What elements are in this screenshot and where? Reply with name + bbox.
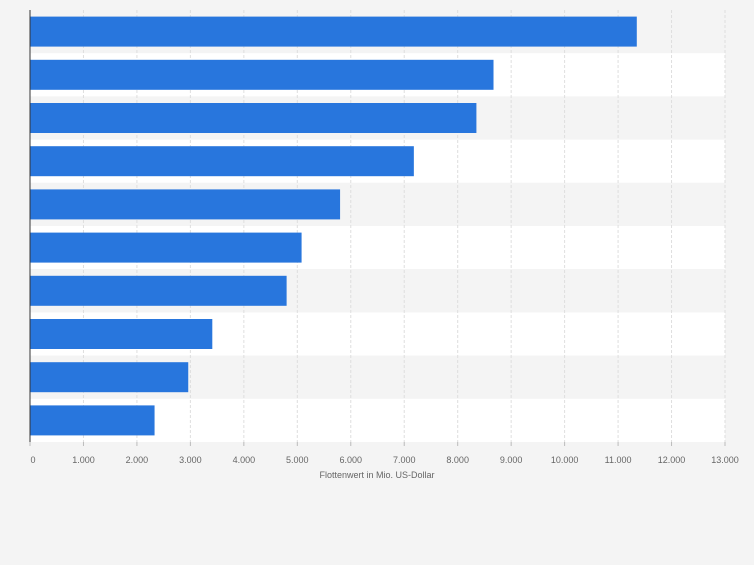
x-axis-label: Flottenwert in Mio. US-Dollar	[319, 470, 434, 480]
bar	[30, 232, 302, 263]
x-tick-label: 2.000	[126, 455, 149, 465]
bar	[30, 189, 341, 220]
bars	[30, 16, 637, 436]
bar	[30, 103, 477, 133]
x-tick-labels: 0 1.000 2.000 3.000 4.000 5.000 6.000 7.000 8.00…	[30, 455, 738, 465]
bar	[30, 275, 287, 306]
bar	[30, 362, 189, 393]
bar	[30, 319, 213, 349]
x-tick-label: 8.000	[446, 455, 469, 465]
x-tick-label: 13.000	[711, 455, 739, 465]
x-tick-label: 3.000	[179, 455, 202, 465]
x-tick-label: 0	[30, 455, 35, 465]
bar	[30, 405, 155, 436]
x-tick-label: 10.000	[551, 455, 579, 465]
x-tick-label: 9.000	[500, 455, 523, 465]
bar	[30, 59, 494, 90]
x-tick-label: 7.000	[393, 455, 416, 465]
x-tick-label: 4.000	[233, 455, 256, 465]
x-tick-label: 11.000	[605, 455, 632, 465]
x-tick-label: 1.000	[72, 455, 95, 465]
bar	[30, 146, 414, 177]
x-tick-label: 12.000	[658, 455, 686, 465]
bar	[30, 16, 637, 47]
axes	[29, 10, 726, 446]
x-tick-label: 6.000	[340, 455, 363, 465]
x-tick-label: 5.000	[286, 455, 309, 465]
